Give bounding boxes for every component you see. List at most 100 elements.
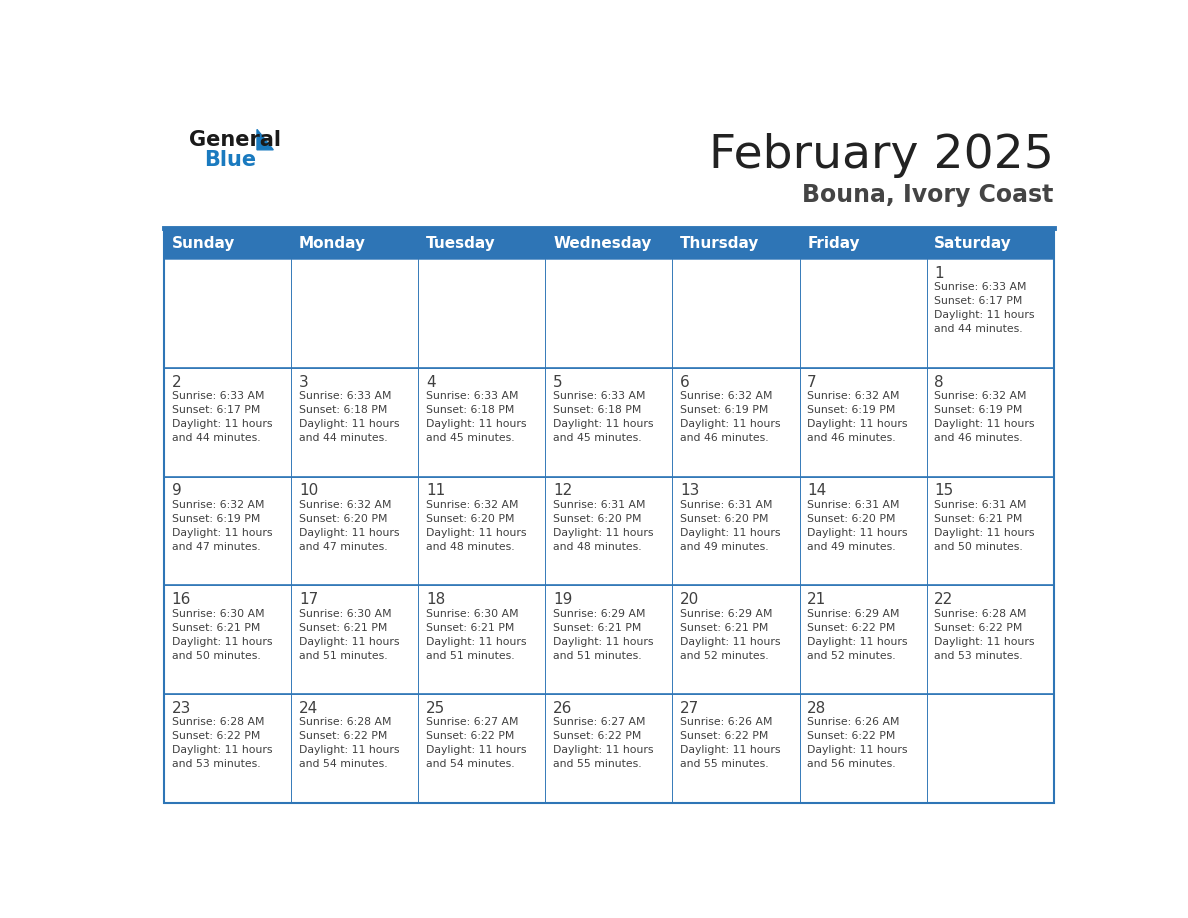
FancyBboxPatch shape bbox=[291, 586, 418, 694]
FancyBboxPatch shape bbox=[418, 259, 545, 367]
Text: General: General bbox=[189, 130, 280, 151]
Text: Sunrise: 6:30 AM
Sunset: 6:21 PM
Daylight: 11 hours
and 51 minutes.: Sunrise: 6:30 AM Sunset: 6:21 PM Dayligh… bbox=[426, 609, 526, 661]
FancyBboxPatch shape bbox=[164, 694, 291, 803]
Text: Sunrise: 6:26 AM
Sunset: 6:22 PM
Daylight: 11 hours
and 56 minutes.: Sunrise: 6:26 AM Sunset: 6:22 PM Dayligh… bbox=[808, 717, 908, 769]
FancyBboxPatch shape bbox=[672, 694, 800, 803]
Text: 27: 27 bbox=[681, 701, 700, 716]
Text: Sunrise: 6:26 AM
Sunset: 6:22 PM
Daylight: 11 hours
and 55 minutes.: Sunrise: 6:26 AM Sunset: 6:22 PM Dayligh… bbox=[681, 717, 781, 769]
Text: Sunrise: 6:33 AM
Sunset: 6:18 PM
Daylight: 11 hours
and 45 minutes.: Sunrise: 6:33 AM Sunset: 6:18 PM Dayligh… bbox=[426, 391, 526, 442]
Text: Sunrise: 6:32 AM
Sunset: 6:20 PM
Daylight: 11 hours
and 48 minutes.: Sunrise: 6:32 AM Sunset: 6:20 PM Dayligh… bbox=[426, 499, 526, 552]
Text: Sunrise: 6:31 AM
Sunset: 6:20 PM
Daylight: 11 hours
and 48 minutes.: Sunrise: 6:31 AM Sunset: 6:20 PM Dayligh… bbox=[554, 499, 653, 552]
Text: Wednesday: Wednesday bbox=[554, 236, 651, 251]
Text: Sunrise: 6:31 AM
Sunset: 6:20 PM
Daylight: 11 hours
and 49 minutes.: Sunrise: 6:31 AM Sunset: 6:20 PM Dayligh… bbox=[681, 499, 781, 552]
Text: Saturday: Saturday bbox=[934, 236, 1012, 251]
FancyBboxPatch shape bbox=[800, 586, 927, 694]
Text: 3: 3 bbox=[299, 375, 309, 389]
Text: Friday: Friday bbox=[808, 236, 860, 251]
Text: 4: 4 bbox=[426, 375, 436, 389]
Text: Sunrise: 6:29 AM
Sunset: 6:21 PM
Daylight: 11 hours
and 52 minutes.: Sunrise: 6:29 AM Sunset: 6:21 PM Dayligh… bbox=[681, 609, 781, 661]
FancyBboxPatch shape bbox=[672, 367, 800, 476]
Text: Sunrise: 6:32 AM
Sunset: 6:19 PM
Daylight: 11 hours
and 47 minutes.: Sunrise: 6:32 AM Sunset: 6:19 PM Dayligh… bbox=[172, 499, 272, 552]
FancyBboxPatch shape bbox=[164, 259, 291, 367]
Text: 22: 22 bbox=[934, 592, 954, 608]
Text: 16: 16 bbox=[172, 592, 191, 608]
Text: Sunrise: 6:29 AM
Sunset: 6:21 PM
Daylight: 11 hours
and 51 minutes.: Sunrise: 6:29 AM Sunset: 6:21 PM Dayligh… bbox=[554, 609, 653, 661]
FancyBboxPatch shape bbox=[800, 476, 927, 586]
Text: Sunrise: 6:32 AM
Sunset: 6:19 PM
Daylight: 11 hours
and 46 minutes.: Sunrise: 6:32 AM Sunset: 6:19 PM Dayligh… bbox=[934, 391, 1035, 442]
Text: Sunrise: 6:30 AM
Sunset: 6:21 PM
Daylight: 11 hours
and 51 minutes.: Sunrise: 6:30 AM Sunset: 6:21 PM Dayligh… bbox=[299, 609, 399, 661]
FancyBboxPatch shape bbox=[164, 476, 291, 586]
Text: Sunrise: 6:32 AM
Sunset: 6:19 PM
Daylight: 11 hours
and 46 minutes.: Sunrise: 6:32 AM Sunset: 6:19 PM Dayligh… bbox=[681, 391, 781, 442]
FancyBboxPatch shape bbox=[164, 228, 1054, 259]
Text: Sunrise: 6:27 AM
Sunset: 6:22 PM
Daylight: 11 hours
and 54 minutes.: Sunrise: 6:27 AM Sunset: 6:22 PM Dayligh… bbox=[426, 717, 526, 769]
Text: 8: 8 bbox=[934, 375, 944, 389]
FancyBboxPatch shape bbox=[545, 259, 672, 367]
FancyBboxPatch shape bbox=[927, 476, 1054, 586]
FancyBboxPatch shape bbox=[545, 586, 672, 694]
Text: 11: 11 bbox=[426, 484, 446, 498]
Text: Thursday: Thursday bbox=[681, 236, 759, 251]
Text: Sunrise: 6:30 AM
Sunset: 6:21 PM
Daylight: 11 hours
and 50 minutes.: Sunrise: 6:30 AM Sunset: 6:21 PM Dayligh… bbox=[172, 609, 272, 661]
Polygon shape bbox=[257, 129, 273, 150]
Text: Sunrise: 6:28 AM
Sunset: 6:22 PM
Daylight: 11 hours
and 54 minutes.: Sunrise: 6:28 AM Sunset: 6:22 PM Dayligh… bbox=[299, 717, 399, 769]
Text: 18: 18 bbox=[426, 592, 446, 608]
Text: 25: 25 bbox=[426, 701, 446, 716]
Text: 13: 13 bbox=[681, 484, 700, 498]
Text: Bouna, Ivory Coast: Bouna, Ivory Coast bbox=[802, 184, 1054, 207]
FancyBboxPatch shape bbox=[800, 694, 927, 803]
Text: Sunday: Sunday bbox=[172, 236, 235, 251]
Text: 21: 21 bbox=[808, 592, 827, 608]
FancyBboxPatch shape bbox=[927, 586, 1054, 694]
Text: Sunrise: 6:33 AM
Sunset: 6:17 PM
Daylight: 11 hours
and 44 minutes.: Sunrise: 6:33 AM Sunset: 6:17 PM Dayligh… bbox=[172, 391, 272, 442]
FancyBboxPatch shape bbox=[927, 367, 1054, 476]
FancyBboxPatch shape bbox=[164, 367, 291, 476]
Text: February 2025: February 2025 bbox=[709, 133, 1054, 178]
FancyBboxPatch shape bbox=[672, 476, 800, 586]
FancyBboxPatch shape bbox=[672, 259, 800, 367]
FancyBboxPatch shape bbox=[291, 367, 418, 476]
Text: 17: 17 bbox=[299, 592, 318, 608]
Text: Sunrise: 6:29 AM
Sunset: 6:22 PM
Daylight: 11 hours
and 52 minutes.: Sunrise: 6:29 AM Sunset: 6:22 PM Dayligh… bbox=[808, 609, 908, 661]
Text: Sunrise: 6:31 AM
Sunset: 6:21 PM
Daylight: 11 hours
and 50 minutes.: Sunrise: 6:31 AM Sunset: 6:21 PM Dayligh… bbox=[934, 499, 1035, 552]
FancyBboxPatch shape bbox=[800, 367, 927, 476]
Text: 7: 7 bbox=[808, 375, 817, 389]
Text: Sunrise: 6:33 AM
Sunset: 6:18 PM
Daylight: 11 hours
and 45 minutes.: Sunrise: 6:33 AM Sunset: 6:18 PM Dayligh… bbox=[554, 391, 653, 442]
Text: 2: 2 bbox=[172, 375, 182, 389]
FancyBboxPatch shape bbox=[672, 586, 800, 694]
Text: 15: 15 bbox=[934, 484, 954, 498]
Text: 20: 20 bbox=[681, 592, 700, 608]
Text: 12: 12 bbox=[554, 484, 573, 498]
Text: 5: 5 bbox=[554, 375, 563, 389]
Text: 14: 14 bbox=[808, 484, 827, 498]
Text: Blue: Blue bbox=[204, 151, 257, 170]
Text: Sunrise: 6:31 AM
Sunset: 6:20 PM
Daylight: 11 hours
and 49 minutes.: Sunrise: 6:31 AM Sunset: 6:20 PM Dayligh… bbox=[808, 499, 908, 552]
FancyBboxPatch shape bbox=[291, 476, 418, 586]
Text: 23: 23 bbox=[172, 701, 191, 716]
FancyBboxPatch shape bbox=[545, 476, 672, 586]
FancyBboxPatch shape bbox=[418, 586, 545, 694]
Text: 6: 6 bbox=[681, 375, 690, 389]
Text: 10: 10 bbox=[299, 484, 318, 498]
FancyBboxPatch shape bbox=[418, 476, 545, 586]
FancyBboxPatch shape bbox=[291, 694, 418, 803]
FancyBboxPatch shape bbox=[164, 586, 291, 694]
Text: 1: 1 bbox=[934, 265, 944, 281]
Text: Sunrise: 6:33 AM
Sunset: 6:18 PM
Daylight: 11 hours
and 44 minutes.: Sunrise: 6:33 AM Sunset: 6:18 PM Dayligh… bbox=[299, 391, 399, 442]
FancyBboxPatch shape bbox=[927, 694, 1054, 803]
Text: 28: 28 bbox=[808, 701, 827, 716]
Text: 9: 9 bbox=[172, 484, 182, 498]
Text: 19: 19 bbox=[554, 592, 573, 608]
Text: Tuesday: Tuesday bbox=[426, 236, 495, 251]
Text: Sunrise: 6:27 AM
Sunset: 6:22 PM
Daylight: 11 hours
and 55 minutes.: Sunrise: 6:27 AM Sunset: 6:22 PM Dayligh… bbox=[554, 717, 653, 769]
FancyBboxPatch shape bbox=[545, 367, 672, 476]
Text: Monday: Monday bbox=[299, 236, 366, 251]
Text: Sunrise: 6:33 AM
Sunset: 6:17 PM
Daylight: 11 hours
and 44 minutes.: Sunrise: 6:33 AM Sunset: 6:17 PM Dayligh… bbox=[934, 282, 1035, 334]
Text: 24: 24 bbox=[299, 701, 318, 716]
FancyBboxPatch shape bbox=[927, 259, 1054, 367]
Text: Sunrise: 6:32 AM
Sunset: 6:19 PM
Daylight: 11 hours
and 46 minutes.: Sunrise: 6:32 AM Sunset: 6:19 PM Dayligh… bbox=[808, 391, 908, 442]
Text: Sunrise: 6:28 AM
Sunset: 6:22 PM
Daylight: 11 hours
and 53 minutes.: Sunrise: 6:28 AM Sunset: 6:22 PM Dayligh… bbox=[934, 609, 1035, 661]
FancyBboxPatch shape bbox=[800, 259, 927, 367]
Text: Sunrise: 6:28 AM
Sunset: 6:22 PM
Daylight: 11 hours
and 53 minutes.: Sunrise: 6:28 AM Sunset: 6:22 PM Dayligh… bbox=[172, 717, 272, 769]
Text: 26: 26 bbox=[554, 701, 573, 716]
FancyBboxPatch shape bbox=[418, 694, 545, 803]
